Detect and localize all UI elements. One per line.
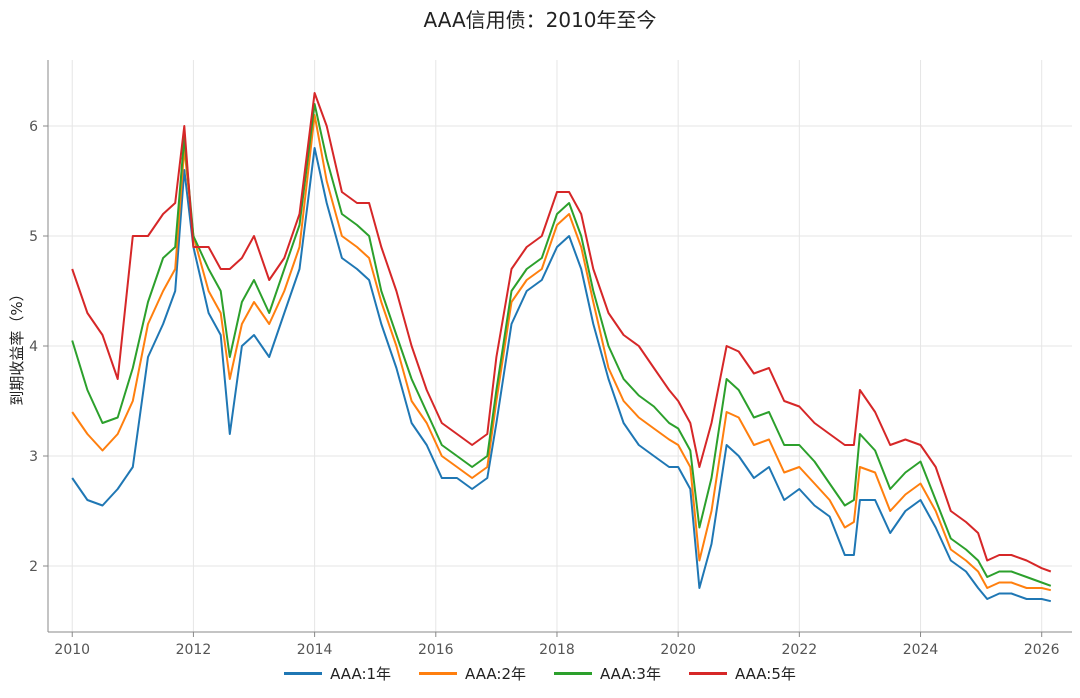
y-tick-label: 4 xyxy=(29,339,38,355)
axes xyxy=(43,60,1072,637)
legend-label: AAA:2年 xyxy=(465,664,526,683)
legend-label: AAA:1年 xyxy=(330,664,392,683)
x-tick-label: 2026 xyxy=(1024,642,1060,658)
x-tick-label: 2014 xyxy=(297,642,333,658)
series-line xyxy=(71,147,1052,603)
x-tick-label: 2024 xyxy=(903,642,939,658)
legend-item: AAA:3年 xyxy=(554,663,661,684)
tick-labels: 2010 2012 2014 2016 2018 2020 2022 2024 2026 2 3 4 5… xyxy=(29,119,1060,658)
legend-swatch xyxy=(284,671,323,675)
series-line xyxy=(71,92,1052,573)
legend-swatch xyxy=(554,671,592,675)
legend-item: AAA:5年 xyxy=(688,663,796,684)
y-tick-label: 2 xyxy=(29,559,38,575)
y-tick-label: 3 xyxy=(29,449,38,465)
legend-item: AAA:1年 xyxy=(284,663,391,684)
x-tick-label: 2010 xyxy=(54,642,90,658)
series-line xyxy=(71,103,1052,587)
x-tick-label: 2020 xyxy=(660,642,696,658)
legend-label: AAA:5年 xyxy=(734,664,796,683)
series-lines xyxy=(71,92,1052,603)
chart-title: AAA信用债：2010年至今 xyxy=(423,8,657,32)
grid-lines xyxy=(48,60,1072,632)
series-line xyxy=(71,114,1052,592)
x-tick-label: 2012 xyxy=(176,642,212,658)
legend: AAA:1年 AAA:2年 AAA:3年 AAA:5年 xyxy=(0,660,1080,686)
legend-swatch xyxy=(688,671,727,675)
legend-swatch xyxy=(419,671,458,675)
x-tick-label: 2016 xyxy=(418,642,454,658)
x-tick-label: 2018 xyxy=(539,642,575,658)
legend-label: AAA:3年 xyxy=(600,664,661,683)
y-tick-label: 5 xyxy=(29,229,38,245)
y-tick-label: 6 xyxy=(29,119,38,135)
y-axis-label: 到期收益率（%） xyxy=(8,286,26,405)
legend-item: AAA:2年 xyxy=(419,663,526,684)
x-tick-label: 2022 xyxy=(782,642,818,658)
